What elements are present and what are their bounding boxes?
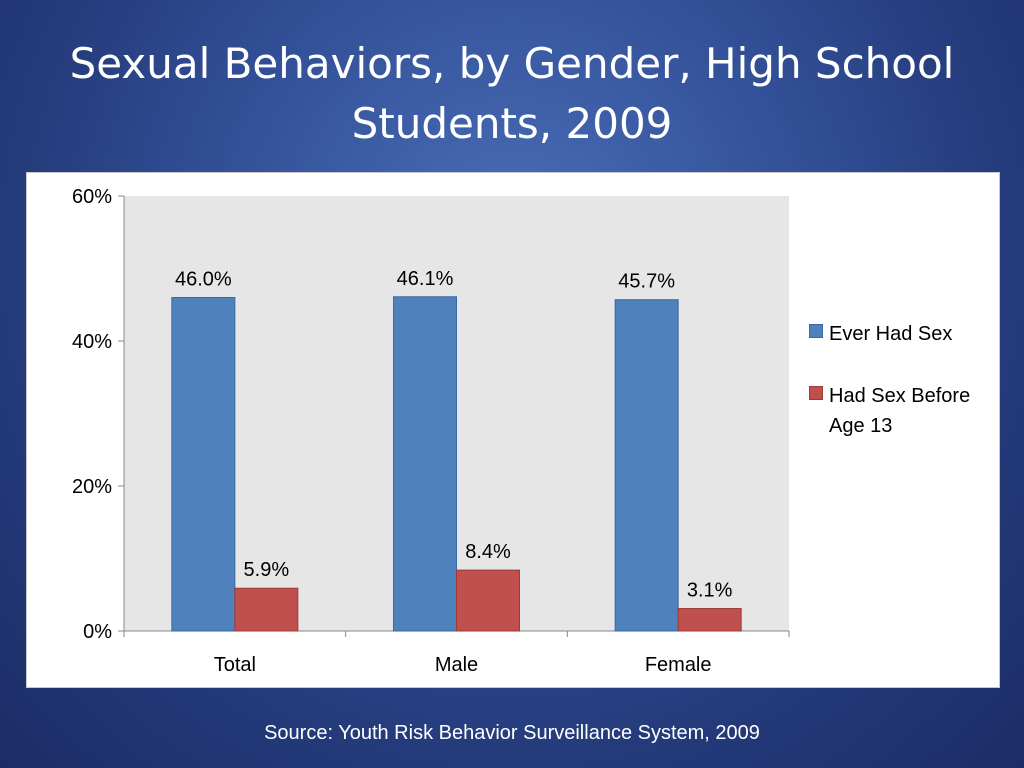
bar-before-age-13 xyxy=(677,608,742,632)
legend-swatch-ever-had-sex xyxy=(809,324,823,338)
data-label: 45.7% xyxy=(618,271,675,293)
y-tick-label: 60% xyxy=(72,186,112,208)
y-tick-label: 20% xyxy=(72,476,112,498)
bar-ever-had-sex xyxy=(171,297,236,632)
y-tick-label: 40% xyxy=(72,331,112,353)
data-label: 8.4% xyxy=(465,541,511,563)
x-category-label: Male xyxy=(435,654,478,676)
data-label: 46.0% xyxy=(175,269,232,291)
x-category-label: Total xyxy=(214,654,256,676)
chart-legend: Ever Had Sex Had Sex Before Age 13 xyxy=(809,319,989,473)
source-note: Source: Youth Risk Behavior Surveillance… xyxy=(264,722,760,744)
legend-swatch-before-age-13 xyxy=(809,386,823,400)
data-label: 5.9% xyxy=(244,559,290,581)
bar-ever-had-sex xyxy=(393,296,457,632)
legend-label-before-age-13: Had Sex Before Age 13 xyxy=(829,385,971,437)
legend-item-before-age-13: Had Sex Before Age 13 xyxy=(809,381,989,441)
y-tick-label: 0% xyxy=(83,621,112,643)
bar-ever-had-sex xyxy=(614,299,679,632)
legend-item-ever-had-sex: Ever Had Sex xyxy=(809,319,989,349)
bar-chart: 0% 20% 40% 60% 46.0% 5.9% Total 46.1% 8.4% Male 45… xyxy=(72,186,790,676)
bar-before-age-13 xyxy=(456,569,520,632)
legend-label-ever-had-sex: Ever Had Sex xyxy=(829,323,953,345)
bar-before-age-13 xyxy=(234,587,299,632)
x-category-label: Female xyxy=(645,654,712,676)
data-label: 46.1% xyxy=(397,268,454,290)
slide-title: Sexual Behaviors, by Gender, High School… xyxy=(69,39,955,148)
data-label: 3.1% xyxy=(687,580,733,602)
chart-panel: 0% 20% 40% 60% 46.0% 5.9% Total 46.1% 8.4% Male 45… xyxy=(26,172,1000,688)
